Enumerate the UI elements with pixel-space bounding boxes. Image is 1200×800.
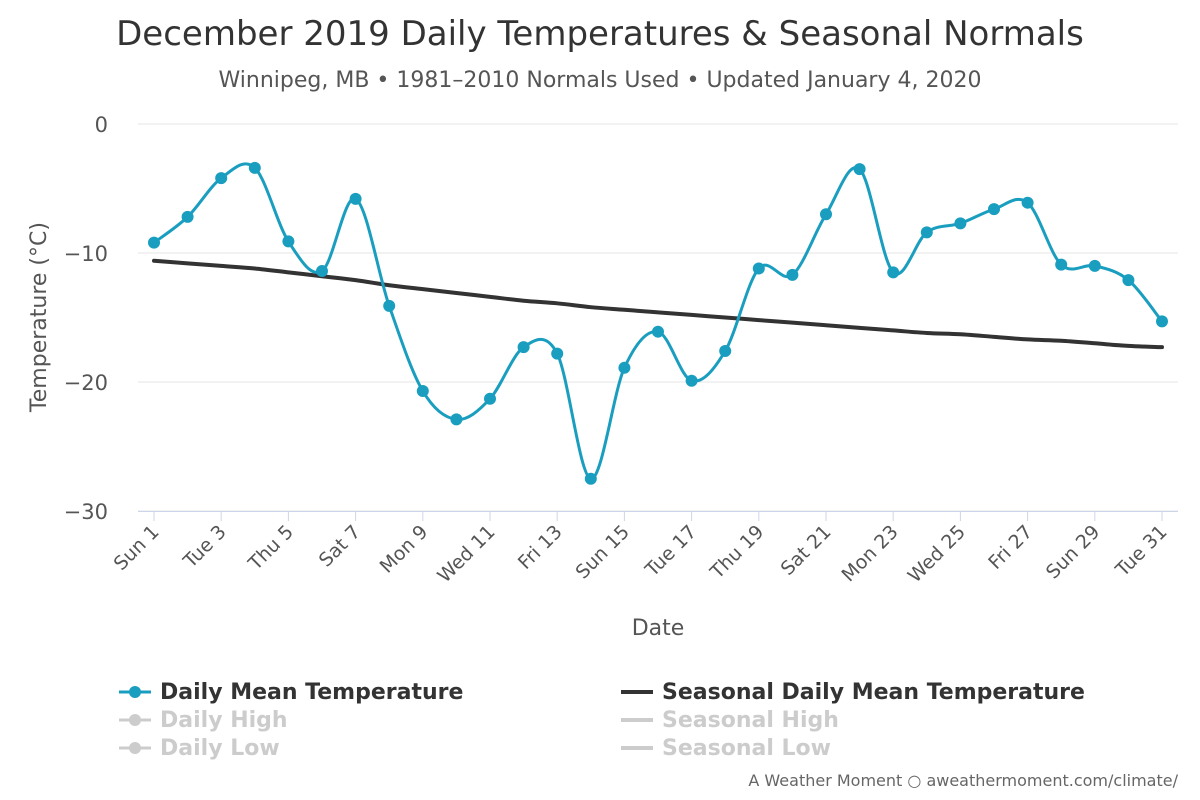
data-point[interactable] [215,172,228,185]
data-point[interactable] [282,235,295,248]
x-tick-label: Tue 31 [1111,521,1172,582]
data-point[interactable] [1122,274,1135,287]
y-tick-label: −30 [64,500,108,524]
data-point[interactable] [181,210,194,223]
data-point[interactable] [383,299,396,312]
data-point[interactable] [685,374,698,387]
legend-label: Seasonal Low [662,735,831,761]
chart-subtitle: Winnipeg, MB • 1981–2010 Normals Used • … [218,68,982,93]
legend-label: Daily High [160,707,288,733]
x-tick-label: Tue 17 [641,521,702,582]
data-point[interactable] [887,266,900,279]
legend-label: Seasonal Daily Mean Temperature [662,679,1085,705]
data-point[interactable] [820,208,832,221]
legend-item-daily-mean[interactable]: Daily Mean Temperature [118,678,463,706]
y-tick-label: 0 [95,113,108,137]
legend-line-marker-icon [119,686,151,698]
data-point[interactable] [752,262,765,275]
x-tick-label: Sun 29 [1042,521,1104,583]
legend-item-seasonal-high[interactable]: Seasonal High [620,706,839,734]
data-point[interactable] [248,161,261,174]
legend-line-marker-icon [119,714,151,726]
x-tick-label: Thu 5 [244,521,298,575]
legend-item-seasonal-low[interactable]: Seasonal Low [620,734,831,762]
x-tick-label: Sat 7 [315,521,365,571]
y-axis-title: Temperature (°C) [27,222,52,413]
data-point[interactable] [719,345,732,358]
data-point[interactable] [988,203,1000,216]
data-point[interactable] [1088,259,1101,272]
data-point[interactable] [1055,258,1068,271]
legend-line-icon [621,746,653,750]
legend-line-icon [621,718,653,722]
x-tick-label: Sat 21 [777,521,836,580]
legend-label: Daily Low [160,735,280,761]
data-point[interactable] [349,192,362,205]
data-point[interactable] [551,347,564,360]
data-point[interactable] [584,472,597,485]
x-tick-label: Sun 15 [571,521,633,583]
x-tick-label: Fri 27 [984,521,1037,574]
data-point[interactable] [786,268,799,281]
y-tick-label: −10 [64,242,108,266]
x-tick-label: Fri 13 [514,521,567,574]
data-point[interactable] [954,217,967,230]
y-axis: 0 −10 −20 −30 [64,113,108,524]
credits-link[interactable]: A Weather Moment ○ aweathermoment.com/cl… [748,771,1178,790]
x-tick-label: Tue 3 [179,521,231,573]
data-point[interactable] [853,163,866,176]
data-point[interactable] [920,226,933,239]
legend-label: Daily Mean Temperature [160,679,464,705]
data-point[interactable] [1156,315,1168,328]
legend-line-icon [621,690,653,694]
data-point[interactable] [316,265,328,278]
legend-item-daily-high[interactable]: Daily High [118,706,288,734]
x-tick-label: Wed 25 [904,521,970,587]
legend-line-marker-icon [119,742,151,754]
series-line-daily-mean-temperature [152,162,1164,481]
data-point[interactable] [148,236,160,249]
data-point[interactable] [517,341,530,354]
x-tick-label: Mon 23 [837,521,902,586]
chart-title: December 2019 Daily Temperatures & Seaso… [116,14,1084,54]
legend-label: Seasonal High [662,707,839,733]
plot-area [148,161,1168,485]
x-tick-label: Thu 19 [705,521,768,584]
data-point[interactable] [484,392,496,405]
x-tick-label: Sun 1 [110,521,164,575]
data-point[interactable] [652,325,664,338]
data-point[interactable] [1021,196,1034,209]
legend-item-daily-low[interactable]: Daily Low [118,734,280,762]
y-tick-label: −20 [64,371,108,395]
x-axis: Sun 1 Tue 3 Thu 5 Sat 7 Mon 9 Wed 11 Fri 13 Sun… [110,511,1178,587]
x-tick-label: Mon 9 [376,521,433,578]
data-point[interactable] [450,413,463,426]
data-point[interactable] [416,385,429,398]
legend-item-seasonal-mean[interactable]: Seasonal Daily Mean Temperature [620,678,1085,706]
x-axis-title: Date [632,616,685,641]
data-point[interactable] [618,361,631,374]
x-tick-label: Wed 11 [433,521,499,587]
gridlines [138,123,1178,512]
